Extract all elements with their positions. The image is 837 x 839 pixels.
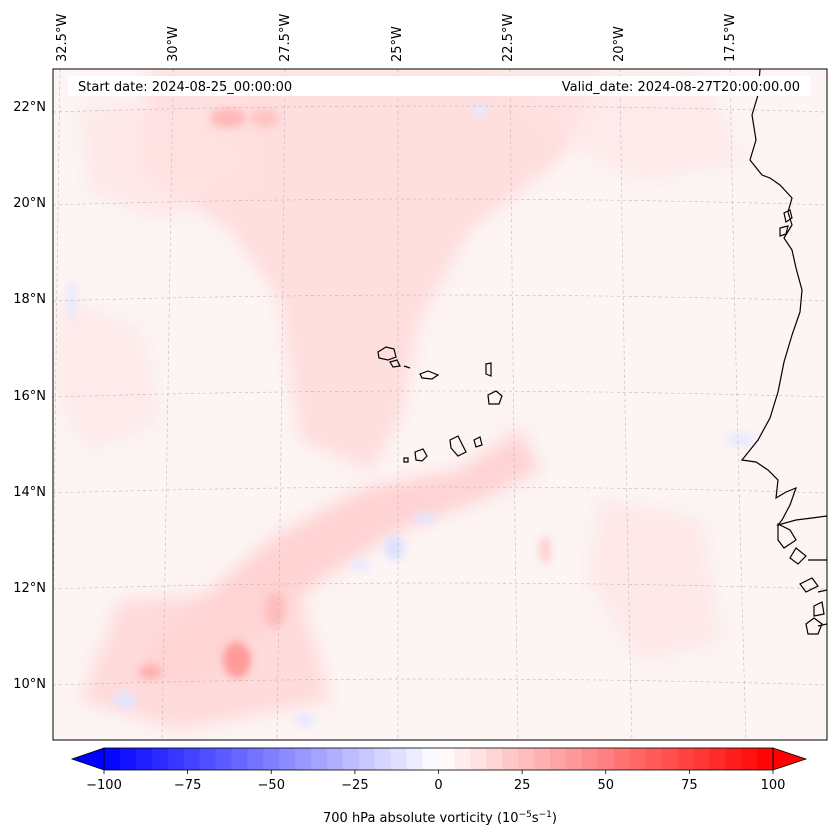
colorbar: −100 −75 −50 −25 0 25 50 75 100 700 hPa absolute… <box>70 747 808 826</box>
colorbar-segment <box>486 748 503 770</box>
colorbar-segment <box>422 748 440 770</box>
colorbar-title-exp1: −5 <box>519 810 532 820</box>
colorbar-segment <box>454 748 471 770</box>
lat-label-22n: 22°N <box>13 100 46 115</box>
map-panel: Start date: 2024-08-25_00:00:00 Valid_da… <box>52 68 828 741</box>
colorbar-tick-label: 100 <box>761 778 786 793</box>
lon-label-30w: 30°W <box>166 26 181 62</box>
colorbar-tick-label: −50 <box>258 778 285 793</box>
colorbar-segment <box>327 748 344 770</box>
colorbar-segment <box>374 748 392 770</box>
colorbar-segment <box>661 748 679 770</box>
colorbar-segment <box>534 748 551 770</box>
latitude-labels: 22°N 20°N 18°N 16°N 14°N 12°N 10°N <box>13 100 46 692</box>
colorbar-segment <box>502 748 519 770</box>
valid-date-label: Valid_date: 2024-08-27T20:00:00.00 <box>562 80 800 95</box>
colorbar-tick-label: −75 <box>174 778 201 793</box>
colorbar-segment <box>725 748 742 770</box>
gridlines <box>53 69 827 740</box>
colorbar-segment <box>199 748 217 770</box>
lat-label-14n: 14°N <box>13 485 46 500</box>
colorbar-segment <box>597 748 615 770</box>
colorbar-segment <box>693 748 710 770</box>
colorbar-segment <box>677 748 694 770</box>
colorbar-ticks: −100 −75 −50 −25 0 25 50 75 100 <box>86 770 785 793</box>
colorbar-segment <box>119 748 137 770</box>
colorbar-extend-max <box>772 747 808 771</box>
colorbar-segment <box>629 748 647 770</box>
colorbar-tick-label: −25 <box>341 778 368 793</box>
colorbar-segment <box>406 748 424 770</box>
colorbar-segment <box>438 748 456 770</box>
colorbar-segment <box>709 748 726 770</box>
colorbar-tick-label: 75 <box>681 778 698 793</box>
coastlines <box>740 69 827 635</box>
colorbar-segment <box>757 748 774 770</box>
colorbar-segment <box>247 748 264 770</box>
colorbar-title-mid: s <box>532 811 539 826</box>
colorbar-segment <box>183 748 201 770</box>
colorbar-segment <box>550 748 567 770</box>
lat-label-16n: 16°N <box>13 389 46 404</box>
colorbar-segment <box>342 748 360 770</box>
lat-label-12n: 12°N <box>13 581 46 596</box>
header-strip <box>68 76 810 96</box>
colorbar-tick-label: 25 <box>514 778 531 793</box>
lon-label-25w: 25°W <box>390 26 405 62</box>
colorbar-segment <box>613 748 631 770</box>
colorbar-segment <box>581 748 599 770</box>
lon-label-20w: 20°W <box>612 26 627 62</box>
colorbar-segment <box>645 748 663 770</box>
colorbar-title-exp2: −1 <box>539 810 552 820</box>
colorbar-segment <box>741 748 758 770</box>
colorbar-segment <box>135 748 153 770</box>
colorbar-tick-label: 50 <box>597 778 614 793</box>
lon-label-27-5w: 27.5°W <box>278 14 293 62</box>
colorbar-title-prefix: 700 hPa absolute vorticity (10 <box>323 811 519 826</box>
colorbar-tick-label: −100 <box>86 778 122 793</box>
colorbar-tick-label: 0 <box>434 778 442 793</box>
colorbar-segment <box>470 748 487 770</box>
lon-label-22-5w: 22.5°W <box>501 14 516 62</box>
africa-coastline <box>740 69 827 527</box>
map-frame <box>52 68 828 741</box>
colorbar-segment <box>390 748 408 770</box>
vorticity-field <box>60 70 754 730</box>
colorbar-segment <box>311 748 328 770</box>
lat-label-18n: 18°N <box>13 292 46 307</box>
cape-verde-islands <box>377 346 503 463</box>
colorbar-segments <box>104 748 774 770</box>
colorbar-segment <box>518 748 535 770</box>
colorbar-segment <box>358 748 376 770</box>
lon-label-17-5w: 17.5°W <box>723 14 738 62</box>
colorbar-segment <box>151 748 169 770</box>
colorbar-segment <box>231 748 248 770</box>
colorbar-segment <box>215 748 233 770</box>
colorbar-title: 700 hPa absolute vorticity (10−5s−1) <box>323 810 557 826</box>
longitude-labels: 32.5°W 30°W 27.5°W 25°W 22.5°W 20°W 17.5… <box>55 14 738 62</box>
colorbar-segment <box>295 748 312 770</box>
colorbar-segment <box>104 748 121 770</box>
colorbar-extend-min <box>70 747 105 771</box>
colorbar-title-suffix: ) <box>552 811 557 826</box>
colorbar-segment <box>263 748 280 770</box>
start-date-label: Start date: 2024-08-25_00:00:00 <box>78 80 292 95</box>
lon-label-32-5w: 32.5°W <box>55 14 70 62</box>
colorbar-segment <box>279 748 296 770</box>
lat-label-20n: 20°N <box>13 196 46 211</box>
colorbar-segment <box>565 748 583 770</box>
colorbar-segment <box>167 748 185 770</box>
lat-label-10n: 10°N <box>13 677 46 692</box>
